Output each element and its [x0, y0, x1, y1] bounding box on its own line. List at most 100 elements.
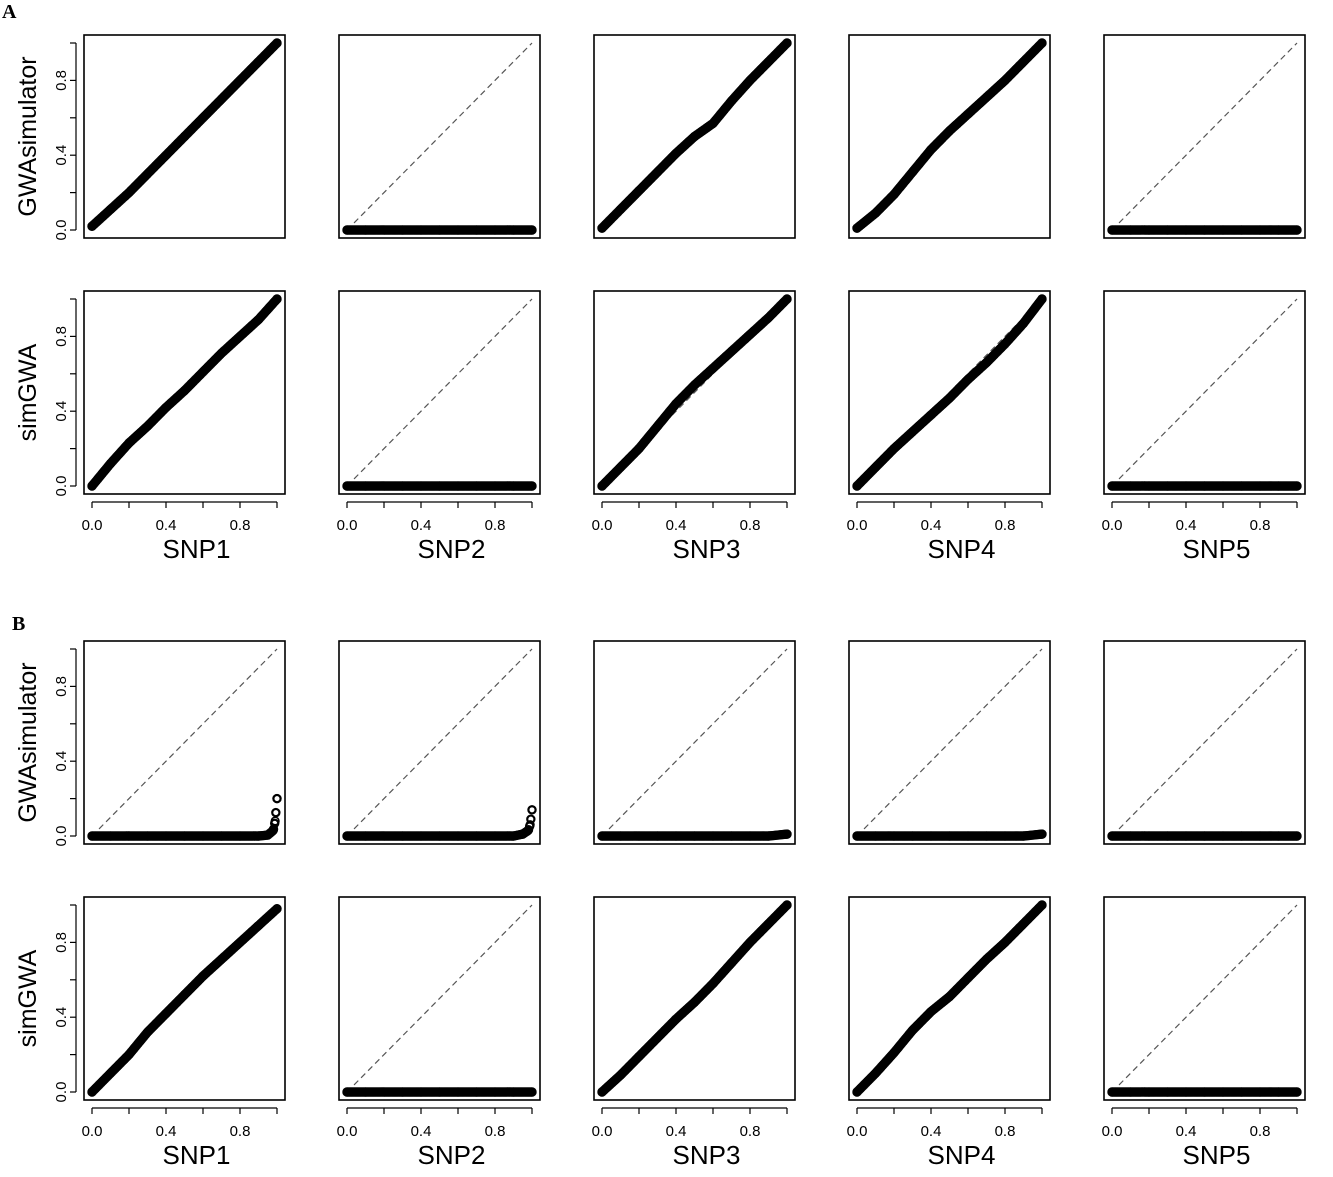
data-point [379, 225, 389, 235]
data-point [397, 225, 408, 235]
plot-b-gwasimulator-snp2 [338, 640, 541, 845]
data-point [1273, 481, 1284, 491]
data-point [782, 900, 792, 910]
data-point [490, 225, 500, 235]
data-point [870, 462, 881, 472]
data-point [263, 830, 273, 840]
data-point [597, 223, 607, 233]
plot-frame [83, 896, 286, 1101]
data-point [1255, 831, 1265, 841]
x-tick-label: 0.4 [1176, 517, 1197, 534]
x-tick-label: 0.8 [1250, 517, 1271, 534]
data-point [342, 831, 352, 841]
data-point [963, 973, 973, 983]
data-point [397, 1087, 408, 1097]
data-point [1218, 831, 1228, 841]
y-axis-label: GWAsimulator [14, 56, 42, 216]
data-point [1292, 831, 1302, 841]
data-point [268, 825, 278, 835]
data-point [708, 831, 718, 841]
data-points [852, 900, 1047, 1097]
data-points [597, 900, 792, 1097]
data-point [944, 393, 955, 403]
data-point [272, 904, 282, 914]
data-point [142, 169, 153, 179]
data-point [360, 1087, 371, 1097]
data-point [142, 831, 153, 841]
data-point [926, 410, 936, 420]
reference-line [856, 648, 1043, 837]
data-point [270, 816, 280, 826]
data-point [216, 954, 227, 964]
data-points [342, 481, 537, 491]
data-point [1181, 1087, 1191, 1097]
data-point [253, 831, 264, 841]
data-point [1018, 831, 1029, 841]
plot-frame [1103, 896, 1306, 1101]
data-point [397, 481, 408, 491]
data-points [597, 294, 792, 491]
data-point [782, 38, 792, 48]
x-tick-label: 0.0 [82, 1123, 103, 1140]
x-tick-label: 0.0 [337, 1123, 358, 1140]
data-point [652, 831, 663, 841]
data-point [527, 805, 537, 815]
data-points [852, 829, 1047, 841]
data-point [87, 481, 97, 491]
data-point [889, 1048, 899, 1058]
data-point [1199, 481, 1210, 491]
plot-frame [593, 640, 796, 845]
data-point [1273, 1087, 1284, 1097]
x-tick-label: 0.8 [740, 1123, 761, 1140]
data-point [453, 1087, 463, 1097]
data-point [907, 167, 918, 177]
data-point [124, 1049, 134, 1060]
plot-b-gwasimulator-snp1: 0.0 0.4 0.8 GWAsimulator [14, 640, 286, 846]
data-point [1181, 481, 1191, 491]
data-point [1255, 225, 1265, 235]
x-tick-label: 0.8 [995, 517, 1016, 534]
data-point [981, 357, 992, 368]
data-point [615, 831, 626, 841]
data-point [689, 131, 700, 142]
data-point [671, 148, 681, 158]
y-tick-label: 0.4 [53, 1007, 70, 1028]
x-tick-label: 0.0 [1102, 1123, 1123, 1140]
data-point [105, 458, 116, 469]
data-point [782, 294, 792, 304]
data-point [471, 225, 482, 235]
data-points [1107, 831, 1302, 841]
data-point [124, 438, 134, 448]
data-point [907, 831, 918, 841]
data-point [981, 831, 992, 841]
x-tick-label: 0.4 [921, 517, 942, 534]
data-point [360, 481, 371, 491]
data-point [708, 978, 718, 989]
plot-b-gwasimulator-snp5 [1103, 640, 1306, 845]
data-point [597, 1087, 607, 1097]
x-axis-label: SNP3 [673, 534, 741, 564]
data-point [87, 221, 97, 231]
x-tick-label: 0.0 [592, 1123, 613, 1140]
data-point [615, 204, 626, 215]
plot-frame [848, 290, 1051, 495]
data-point [1199, 831, 1210, 841]
data-point [1037, 38, 1047, 48]
data-points [852, 38, 1047, 233]
plot-b-gwasimulator-snp4 [848, 640, 1051, 845]
data-point [453, 225, 463, 235]
data-point [870, 831, 881, 841]
data-point [526, 814, 536, 824]
reference-line [346, 298, 533, 487]
data-point [1236, 831, 1247, 841]
data-point [1144, 481, 1154, 491]
data-point [1018, 919, 1029, 929]
plot-frame [338, 290, 541, 495]
data-point [161, 1008, 171, 1019]
x-tick-label: 0.4 [666, 517, 687, 534]
data-point [508, 831, 519, 841]
